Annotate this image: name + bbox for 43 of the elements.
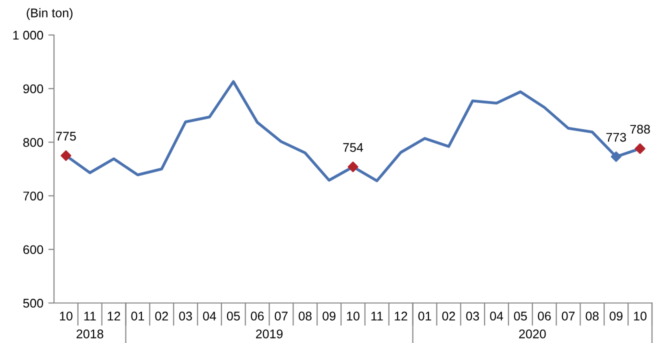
point bbox=[610, 151, 622, 162]
point bbox=[348, 162, 358, 172]
x-tick-label: 12 bbox=[108, 312, 120, 320]
x-tick-label: 08 bbox=[586, 312, 599, 321]
x-tick-label: 08 bbox=[298, 312, 312, 321]
text: 2018 bbox=[76, 330, 104, 338]
x-tick-label: 02 bbox=[155, 312, 168, 321]
x-tick-label: 10 bbox=[634, 312, 647, 321]
x-tick-label: 04 bbox=[490, 312, 504, 321]
data-label: 788 bbox=[630, 124, 650, 134]
y-tick-label: 800 bbox=[23, 138, 44, 147]
x-tick-label: 09 bbox=[610, 312, 622, 321]
data-label: 775 bbox=[56, 132, 76, 141]
x-tick-label: 12 bbox=[394, 312, 408, 320]
x-tick-label: 03 bbox=[466, 312, 480, 321]
x-tick-label: 04 bbox=[203, 312, 216, 321]
data-label: 754 bbox=[343, 143, 364, 152]
point bbox=[634, 143, 646, 154]
y-tick-label: 700 bbox=[23, 192, 44, 200]
text: 2019 bbox=[256, 330, 283, 338]
point bbox=[60, 150, 72, 161]
y-tick-label: 900 bbox=[23, 84, 44, 94]
x-tick-label: 07 bbox=[562, 312, 575, 321]
x-tick-label: 05 bbox=[514, 312, 527, 321]
x-tick-label: 11 bbox=[371, 312, 383, 320]
x-tick-label: 10 bbox=[60, 312, 72, 321]
text: 2020 bbox=[519, 330, 546, 338]
x-tick-label: 09 bbox=[322, 312, 336, 321]
y-tick-label: 1 000 bbox=[13, 30, 44, 40]
y-tick-label: 600 bbox=[23, 245, 44, 254]
x-tick-label: 07 bbox=[274, 312, 288, 321]
x-tick-label: 02 bbox=[442, 312, 456, 321]
y-tick-label: 500 bbox=[23, 298, 44, 308]
x-tick-label: 05 bbox=[226, 312, 240, 321]
x-tick-label: 10 bbox=[347, 312, 360, 321]
x-tick-label: 01 bbox=[131, 312, 144, 321]
x-tick-label: 03 bbox=[179, 312, 192, 321]
x-tick-label: 11 bbox=[84, 312, 96, 320]
data-label: 773 bbox=[606, 132, 626, 142]
x-tick-label: 06 bbox=[250, 312, 264, 321]
y-axis-title: (Bin ton) bbox=[26, 8, 72, 20]
x-tick-label: 06 bbox=[538, 312, 551, 321]
x-tick-label: 01 bbox=[418, 312, 432, 321]
